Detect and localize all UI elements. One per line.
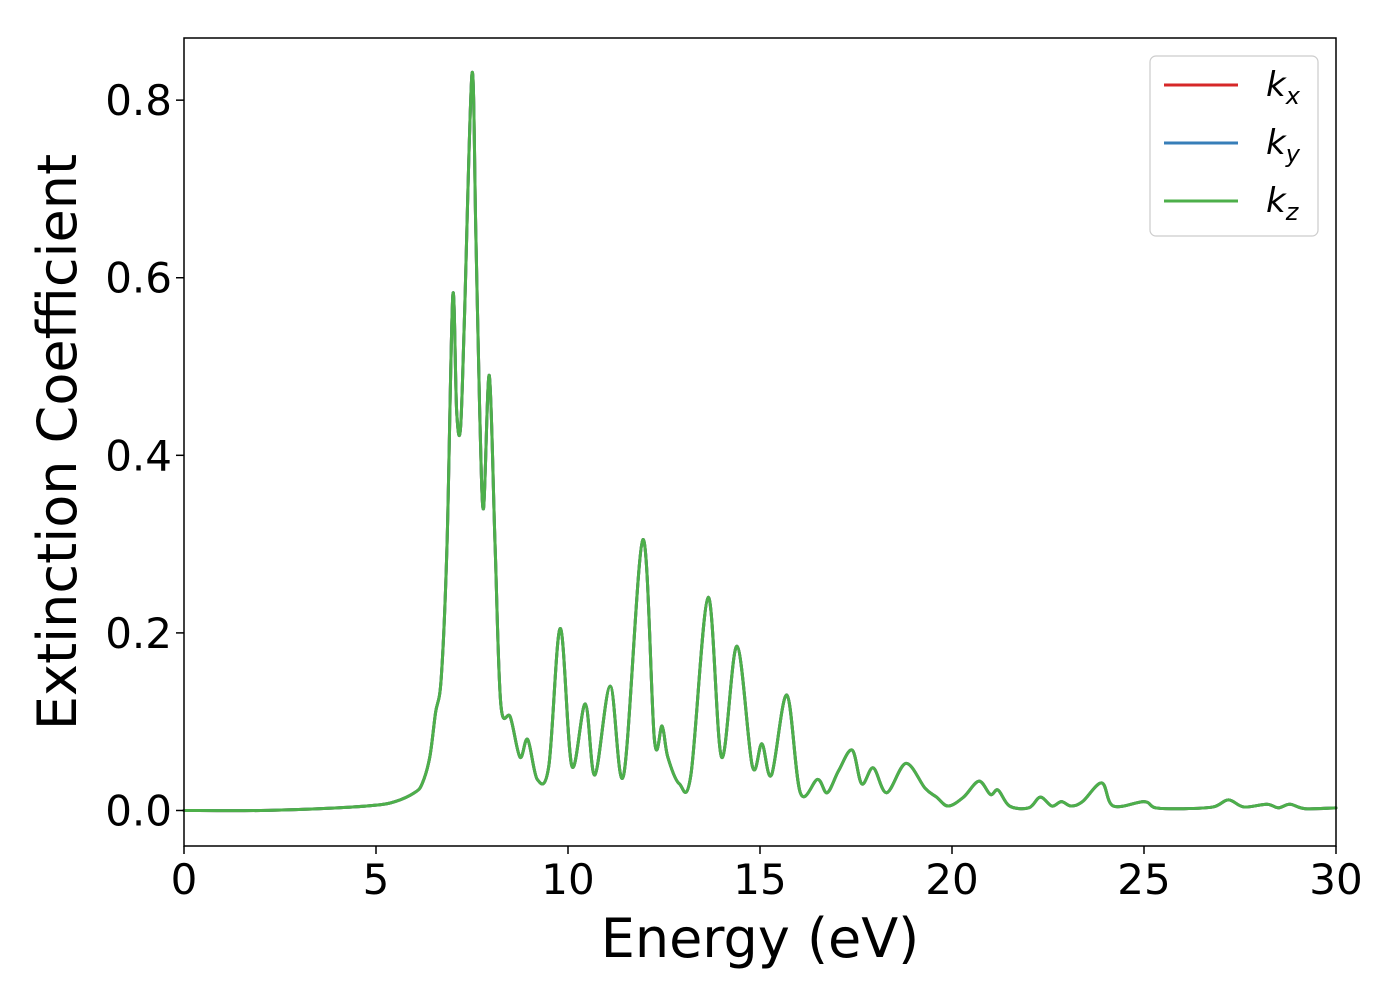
y-tick-label: 0.2 <box>105 609 172 658</box>
x-axis-label: Energy (eV) <box>601 907 920 970</box>
x-tick-label: 10 <box>541 855 594 904</box>
x-axis: 0 5 10 15 20 25 30 <box>171 846 1363 904</box>
series-line-kz <box>182 70 1338 813</box>
legend-label-ky: ky <box>1266 123 1301 168</box>
y-axis: 0.0 0.2 0.4 0.6 0.8 <box>105 76 184 835</box>
y-tick-label: 0.0 <box>105 786 172 835</box>
x-tick-label: 15 <box>733 855 786 904</box>
series-layer <box>182 70 1338 813</box>
y-axis-label: Extinction Coefficient <box>26 154 89 730</box>
legend-label-kx: kx <box>1266 65 1301 110</box>
y-tick-label: 0.8 <box>105 76 172 125</box>
x-tick-label: 5 <box>363 855 390 904</box>
x-tick-label: 25 <box>1117 855 1170 904</box>
y-tick-label: 0.6 <box>105 254 172 303</box>
x-tick-label: 20 <box>925 855 978 904</box>
y-tick-label: 0.4 <box>105 431 172 480</box>
x-tick-label: 30 <box>1309 855 1362 904</box>
legend-label-kz: kz <box>1266 181 1300 226</box>
x-tick-label: 0 <box>171 855 198 904</box>
legend-box <box>1149 55 1319 237</box>
legend: kx ky kz <box>1149 55 1319 237</box>
